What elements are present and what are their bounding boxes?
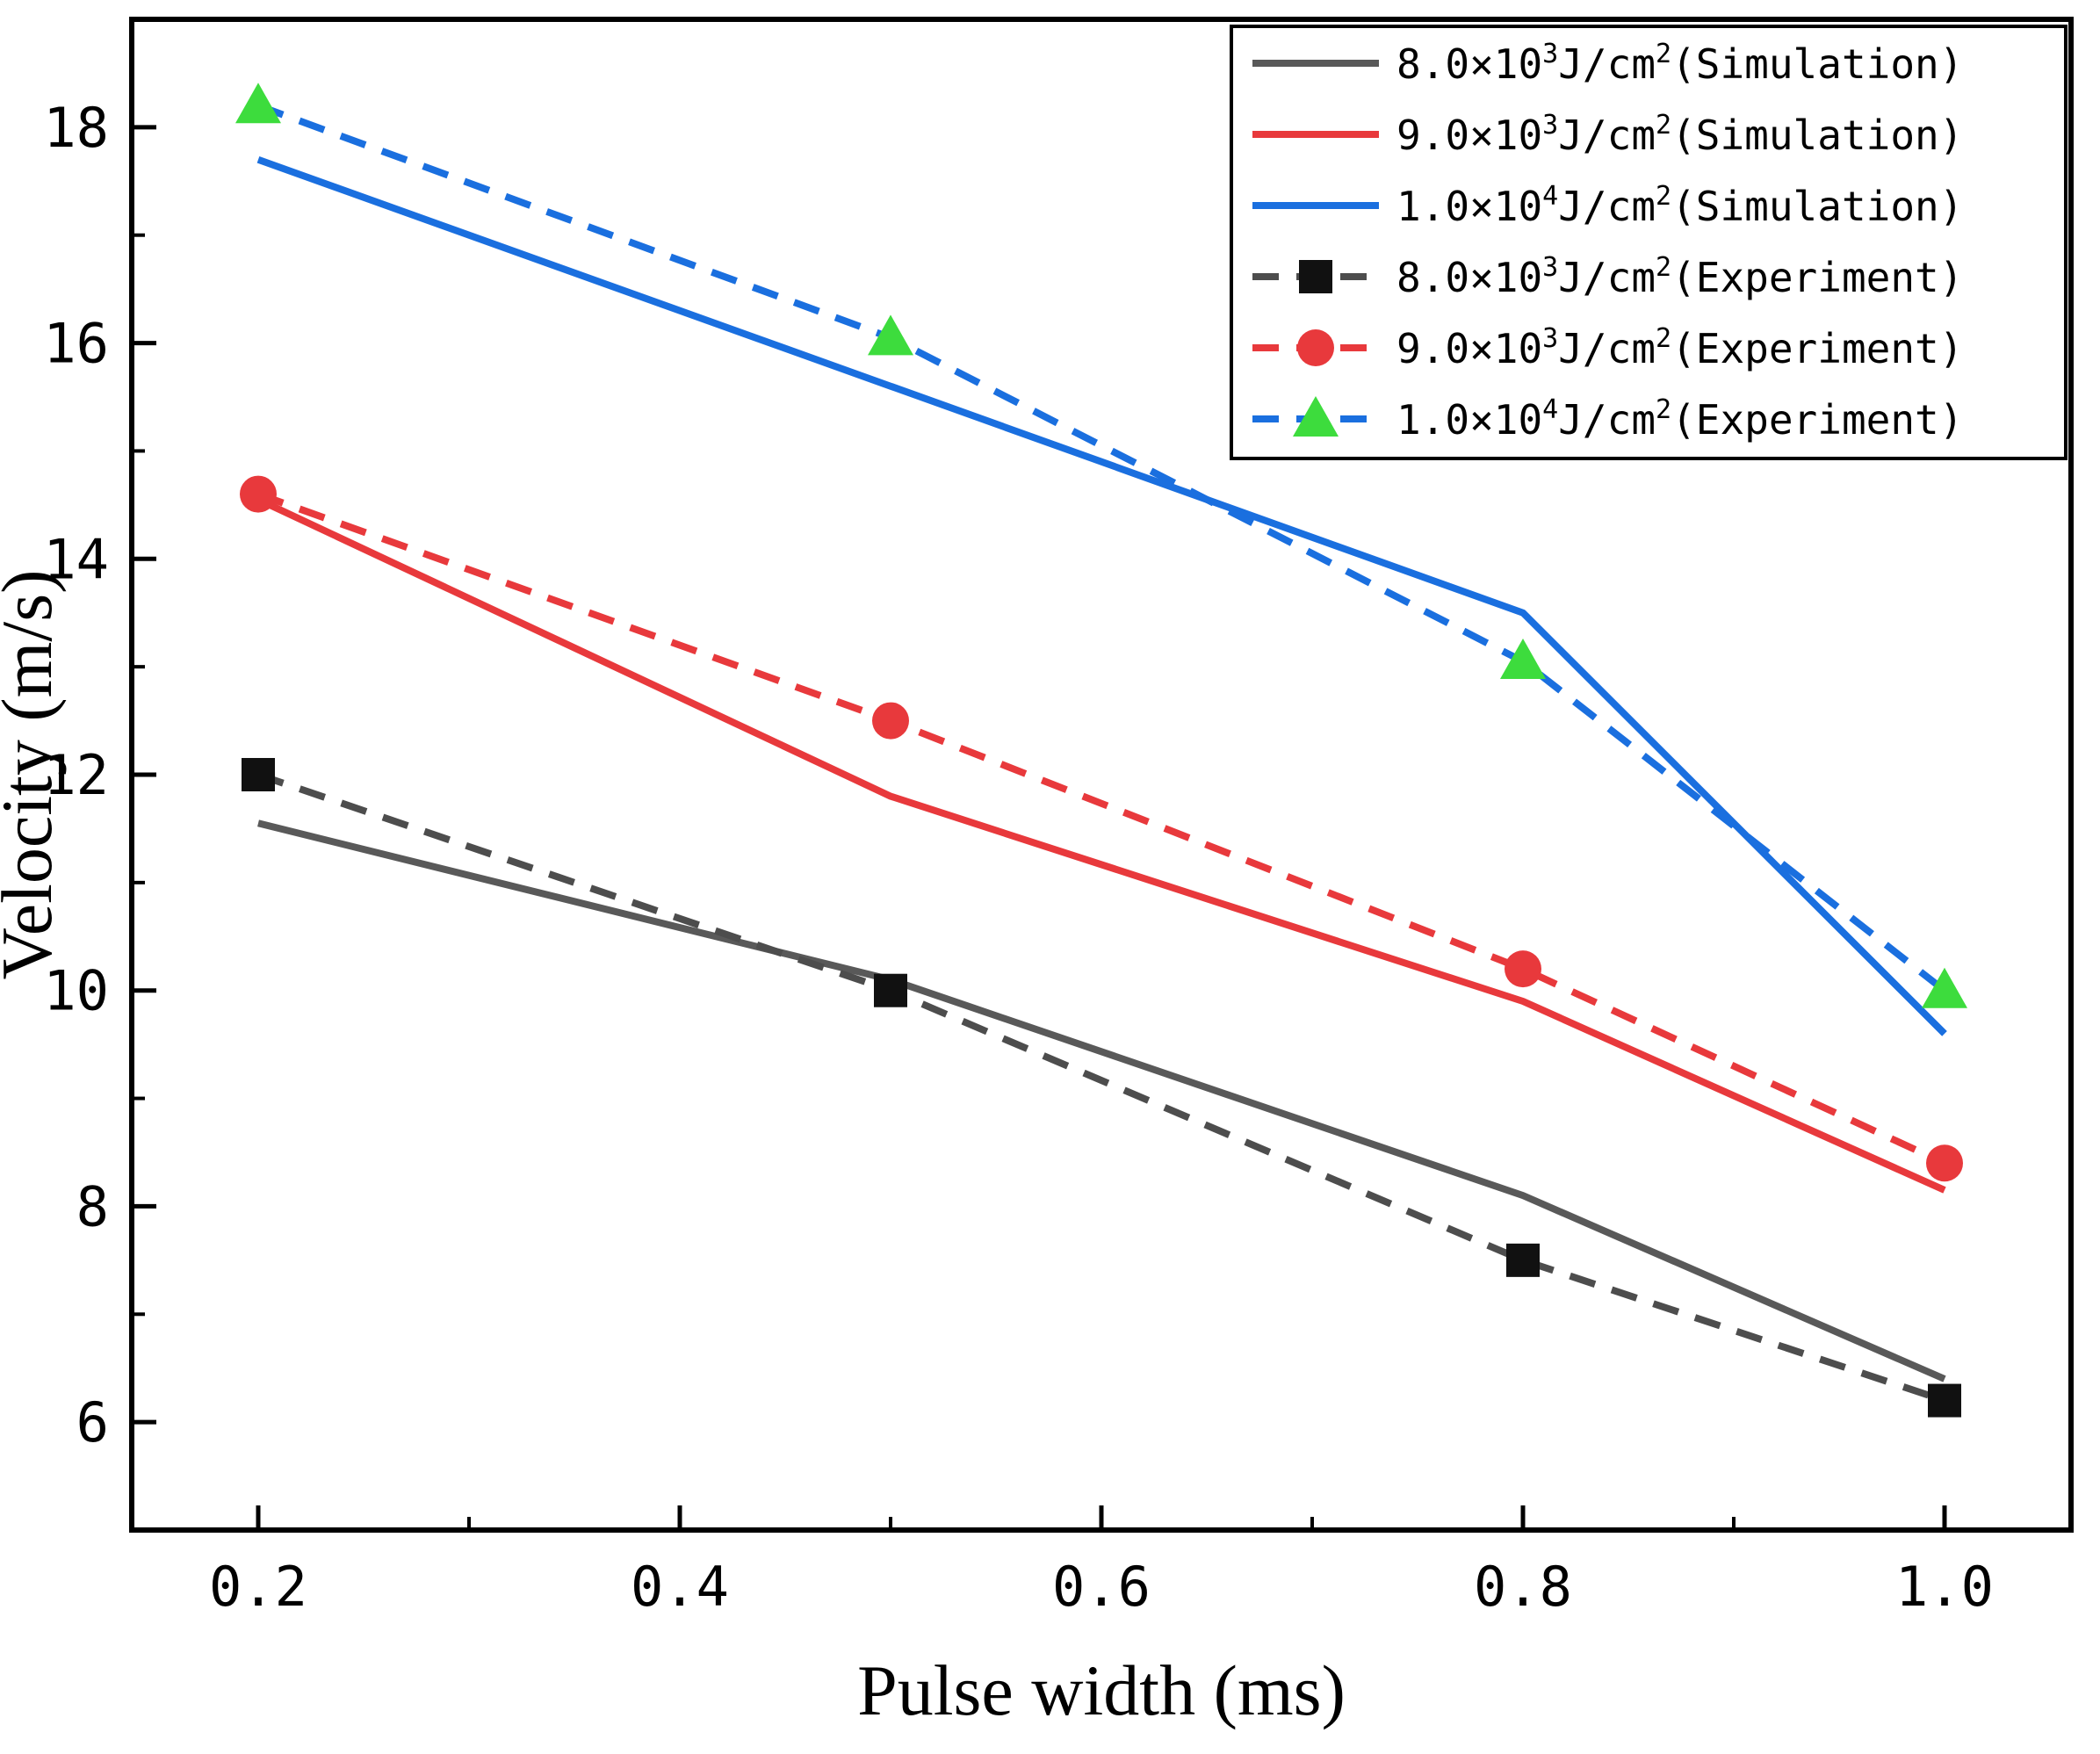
legend-entry-3: 8.0×103J/cm2(Experiment) bbox=[1252, 252, 1963, 301]
y-axis-title: Velocity (m/s) bbox=[0, 570, 67, 980]
series-line-3 bbox=[256, 771, 1946, 1404]
series-0 bbox=[257, 819, 1946, 1382]
legend-entry-1: 9.0×103J/cm2(Simulation) bbox=[1252, 110, 1963, 159]
x-tick-label: 0.2 bbox=[209, 1555, 307, 1619]
y-tick-label: 8 bbox=[76, 1174, 109, 1238]
y-tick-label: 10 bbox=[43, 959, 109, 1023]
legend-label: 9.0×103J/cm2(Experiment) bbox=[1396, 323, 1963, 372]
y-tick-label: 16 bbox=[43, 312, 109, 376]
series-line-0 bbox=[257, 819, 1946, 1382]
x-axis-title: Pulse width (ms) bbox=[857, 1650, 1346, 1730]
series-4 bbox=[240, 475, 1963, 1182]
series-group bbox=[235, 83, 1967, 1418]
data-point-marker bbox=[1505, 950, 1541, 988]
data-point-marker bbox=[1922, 967, 1967, 1008]
legend-label: 1.0×104J/cm2(Experiment) bbox=[1396, 394, 1963, 444]
legend-entry-0: 8.0×103J/cm2(Simulation) bbox=[1252, 39, 1963, 88]
series-line-5 bbox=[256, 102, 1947, 993]
data-point-marker bbox=[1926, 1144, 1963, 1182]
data-point-marker bbox=[235, 83, 281, 124]
y-tick-label: 12 bbox=[43, 743, 109, 807]
legend-entry-5: 1.0×104J/cm2(Experiment) bbox=[1252, 394, 1963, 444]
data-point-marker bbox=[1500, 639, 1546, 679]
data-point-marker bbox=[1506, 1243, 1540, 1277]
series-1 bbox=[256, 496, 1946, 1194]
data-point-marker bbox=[240, 475, 277, 513]
legend-label: 1.0×104J/cm2(Simulation) bbox=[1396, 181, 1963, 230]
data-point-marker bbox=[1928, 1383, 1961, 1418]
x-tick-label: 0.6 bbox=[1052, 1555, 1151, 1619]
legend-entry-4: 9.0×103J/cm2(Experiment) bbox=[1252, 323, 1963, 372]
legend-marker bbox=[1299, 260, 1332, 293]
data-point-marker bbox=[242, 758, 275, 791]
legend-entry-2: 1.0×104J/cm2(Simulation) bbox=[1252, 181, 1963, 230]
y-tick-label: 6 bbox=[76, 1390, 109, 1454]
y-tick-label: 18 bbox=[43, 96, 109, 160]
series-line-1 bbox=[256, 496, 1946, 1194]
axes: 0.2 0.4 0.6 0.8 1.0 6 8 10 12 14 16 18 bbox=[43, 17, 2074, 1619]
legend-label: 8.0×103J/cm2(Simulation) bbox=[1396, 39, 1963, 88]
x-tick-label: 1.0 bbox=[1895, 1555, 1994, 1619]
legend-box bbox=[1230, 25, 2068, 460]
legend-marker bbox=[1293, 396, 1339, 437]
data-point-marker bbox=[868, 314, 913, 356]
x-tick-label: 0.8 bbox=[1474, 1555, 1572, 1619]
series-5 bbox=[235, 83, 1967, 1008]
series-line-4 bbox=[256, 490, 1946, 1166]
data-point-marker bbox=[872, 702, 909, 740]
legend: 8.0×103J/cm2(Simulation) 9.0×103J/cm2(Sim… bbox=[1230, 25, 2068, 460]
data-point-marker bbox=[874, 973, 907, 1007]
y-tick-label: 14 bbox=[43, 527, 109, 591]
legend-label: 8.0×103J/cm2(Experiment) bbox=[1396, 252, 1963, 301]
x-tick-label: 0.4 bbox=[631, 1555, 729, 1619]
legend-label: 9.0×103J/cm2(Simulation) bbox=[1396, 110, 1963, 159]
legend-marker bbox=[1297, 329, 1334, 366]
series-3 bbox=[242, 758, 1961, 1418]
